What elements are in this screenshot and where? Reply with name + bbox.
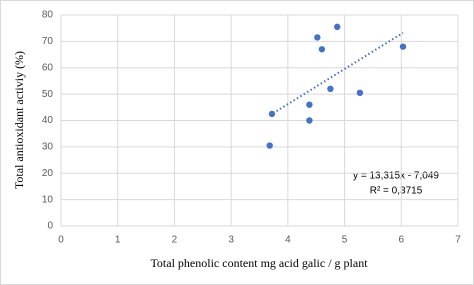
point	[333, 23, 341, 31]
x-tick-label: 4	[285, 235, 291, 246]
point	[268, 110, 276, 118]
point	[318, 46, 326, 53]
y-tick-label: 0	[47, 221, 53, 232]
y-tick-label: 70	[42, 36, 54, 47]
point	[356, 89, 364, 97]
point	[314, 34, 321, 41]
point	[327, 85, 334, 93]
y-tick-label: 30	[42, 142, 54, 153]
x-tick-label: 0	[58, 235, 64, 246]
x-tick-label: 2	[172, 235, 178, 246]
point	[399, 43, 407, 50]
trend-equation: y = 13,315x - 7,049	[353, 171, 439, 182]
point	[266, 142, 273, 149]
y-tick-label: 40	[42, 115, 54, 126]
x-tick-label: 7	[455, 235, 461, 246]
y-tick-label: 10	[42, 194, 54, 205]
x-axis-title: Total phenolic content mg acid galic / g…	[150, 256, 368, 270]
x-tick-label: 5	[342, 235, 348, 246]
trend-r2: R² = 0,3715	[370, 186, 423, 197]
y-axis-title: Total antioxidant activiy (%)	[12, 51, 26, 189]
x-tick-label: 1	[115, 235, 121, 246]
x-tick-label: 6	[399, 235, 405, 246]
y-tick-label: 20	[42, 168, 54, 179]
point	[306, 117, 313, 124]
y-tick-label: 50	[42, 89, 54, 100]
x-tick-label: 3	[228, 235, 234, 246]
point	[306, 101, 313, 108]
y-tick-label: 60	[42, 62, 54, 73]
y-tick-label: 80	[42, 10, 54, 21]
